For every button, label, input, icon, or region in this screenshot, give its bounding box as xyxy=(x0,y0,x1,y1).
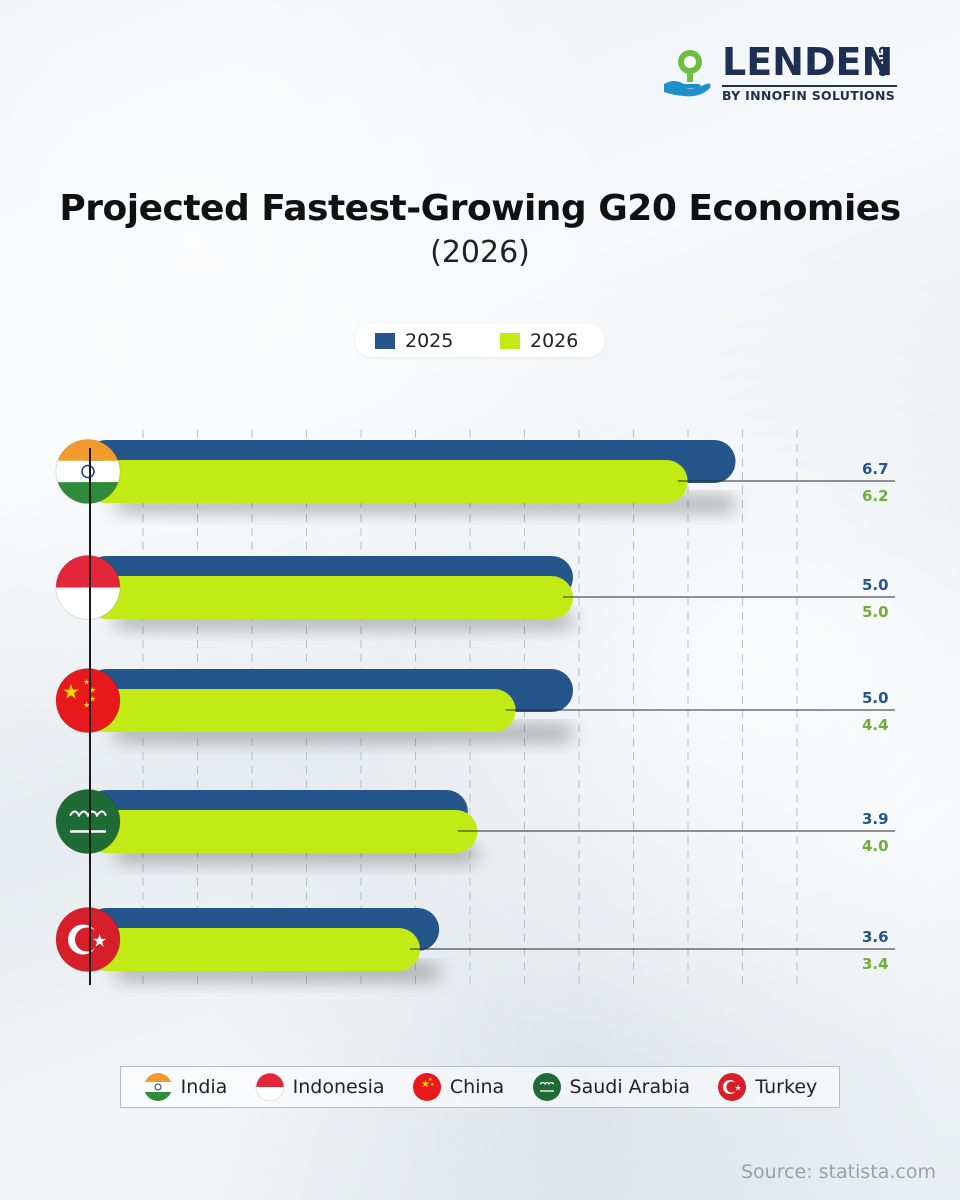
bar-2026-india xyxy=(85,460,688,503)
legend-item-2025: 2025 xyxy=(375,324,453,357)
indonesia-flag-icon xyxy=(55,555,121,620)
svg-text:★: ★ xyxy=(735,1084,742,1093)
svg-text:★: ★ xyxy=(430,1082,435,1088)
chart-title: Projected Fastest-Growing G20 Economies xyxy=(59,188,901,229)
lenden-hand-bulb-icon xyxy=(664,50,711,97)
svg-text:★: ★ xyxy=(62,680,80,704)
brand-name: LENDEN xyxy=(722,40,894,84)
bar-chart: 6.76.25.05.05.04.43.94.03.63.4 ★ ★★★★★ xyxy=(55,430,895,990)
leader-lines xyxy=(410,480,895,950)
source-credit: Source: statista.com xyxy=(740,1161,936,1183)
value-label-2026: 6.2 xyxy=(862,487,889,505)
india-flag-icon xyxy=(55,439,121,504)
legend-label-2026: 2026 xyxy=(530,329,579,352)
value-label-2026: 4.4 xyxy=(862,716,889,734)
china-flag-icon: ★ ★ ★ xyxy=(412,1073,441,1101)
svg-text:★: ★ xyxy=(83,701,90,710)
value-label-2026: 4.0 xyxy=(862,837,889,855)
value-label-2025: 6.7 xyxy=(862,460,889,478)
value-label-2025: 5.0 xyxy=(862,689,889,707)
legend-country-label: Indonesia xyxy=(292,1076,385,1098)
legend-country-label: India xyxy=(180,1076,228,1098)
legend-country-label: Saudi Arabia xyxy=(569,1076,691,1098)
legend-swatch-2025 xyxy=(375,332,395,349)
value-labels: 6.7 6.2 5.0 5.0 5.0 4.4 3.9 4.0 3.6 3.4 xyxy=(862,460,889,973)
svg-text:★: ★ xyxy=(89,695,96,704)
brand-logo: LENDEN club BY INNOFIN SOLUTIONS xyxy=(660,40,920,110)
legend-country-turkey: ★ Turkey xyxy=(717,1072,817,1102)
china-flag-icon: ★ ★★★★ xyxy=(55,668,121,733)
legend-country-saudi-arabia: Saudi Arabia xyxy=(532,1072,691,1102)
bar-2026-saudi-arabia xyxy=(85,810,478,853)
india-flag-icon xyxy=(143,1073,172,1101)
value-label-2025: 5.0 xyxy=(862,576,889,594)
legend-country-india: India xyxy=(143,1072,228,1102)
legend-item-2026: 2026 xyxy=(500,324,578,357)
row-flags: ★ ★★★★★ xyxy=(55,439,121,972)
svg-text:★: ★ xyxy=(83,678,90,687)
legend-swatch-2026 xyxy=(500,332,520,349)
bar-2026-turkey xyxy=(85,928,421,971)
value-label-2025: 3.9 xyxy=(862,810,889,828)
bar-2026-china xyxy=(85,689,516,732)
svg-text:★: ★ xyxy=(92,932,107,952)
saudi-arabia-flag-icon xyxy=(532,1073,561,1101)
value-label-2026: 3.4 xyxy=(862,955,889,973)
legend-country-label: China xyxy=(449,1076,505,1098)
legend-country-indonesia: Indonesia xyxy=(255,1072,385,1102)
brand-rule xyxy=(722,85,897,87)
bars xyxy=(85,440,736,971)
svg-text:★: ★ xyxy=(421,1079,430,1090)
bar-2026-indonesia xyxy=(85,576,573,619)
country-legend: India Indonesia ★ ★ ★ China Saudi Arabia xyxy=(120,1066,840,1108)
turkey-flag-icon: ★ xyxy=(718,1073,747,1101)
turkey-flag-icon: ★ xyxy=(55,907,121,972)
legend-country-label: Turkey xyxy=(755,1076,818,1098)
chart-subtitle: (2026) xyxy=(430,235,530,270)
svg-text:★: ★ xyxy=(428,1077,433,1083)
value-label-2025: 3.6 xyxy=(862,928,889,946)
legend-country-china: ★ ★ ★ China xyxy=(412,1072,504,1102)
indonesia-flag-icon xyxy=(255,1072,285,1102)
saudi-arabia-flag-icon xyxy=(55,789,121,854)
value-label-2026: 5.0 xyxy=(862,603,889,621)
series-legend: 2025 2026 xyxy=(355,324,605,357)
svg-text:★: ★ xyxy=(89,686,96,695)
legend-label-2025: 2025 xyxy=(405,329,454,352)
brand-tagline: BY INNOFIN SOLUTIONS xyxy=(722,88,896,103)
